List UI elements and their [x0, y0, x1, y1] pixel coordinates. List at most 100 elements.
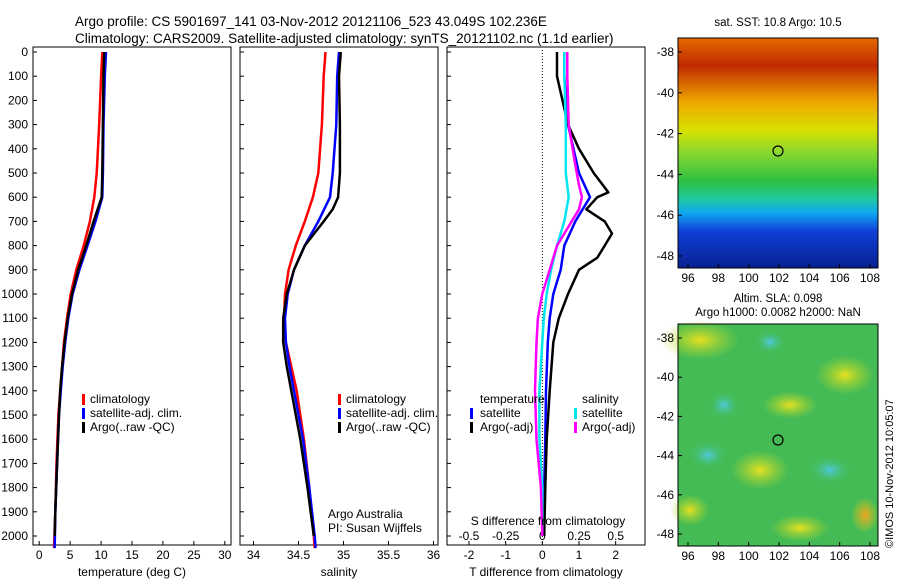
temperature-legend: climatology satellite-adj. clim. Argo(..…	[82, 392, 182, 434]
depth-tick-label: 800	[8, 239, 28, 253]
map-x-tick-label: 100	[739, 549, 759, 563]
x-tick-label: 10	[94, 548, 108, 562]
map-y-tick-label: -42	[657, 127, 675, 141]
depth-tick-label: 1500	[1, 408, 28, 422]
depth-tick-label: 1800	[1, 481, 28, 495]
x-tick-label: 20	[156, 548, 170, 562]
x-tick-label: 0	[36, 548, 43, 562]
sla-map-features	[660, 320, 879, 542]
legend-swatch-climatology	[82, 394, 85, 405]
depth-tick-label: 400	[8, 142, 28, 156]
series-line-climatology	[52, 51, 104, 549]
s-difference-label: S difference from climatology	[471, 514, 626, 528]
legend-swatch-sal-satellite	[574, 408, 577, 419]
sst-map-field	[678, 38, 878, 268]
legend-label-satellite: satellite-adj. clim.	[346, 406, 438, 420]
legend-label-argo: Argo(..raw -QC)	[346, 420, 431, 434]
series-line-argo-raw-qc-	[281, 51, 343, 537]
legend-title-temperature: temperature	[480, 392, 545, 406]
s-tick-label: -0.5	[459, 529, 480, 543]
map-y-tick-label: -48	[657, 527, 675, 541]
x-tick-label: 35.5	[377, 548, 401, 562]
sst-map-title: sat. SST: 10.8 Argo: 10.5	[714, 17, 841, 29]
sst-map-axes: -38 -40 -42 -44 -46 -48 96 98 100 102 104 106 108	[657, 45, 881, 285]
legend-label-argo: Argo(..raw -QC)	[90, 420, 175, 434]
legend-label-climatology: climatology	[346, 392, 406, 406]
map-y-tick-label: -46	[657, 488, 675, 502]
map-y-tick-label: -44	[657, 167, 675, 181]
depth-axis: 0 100 200 300 400 500 600 700 800 900 1000 1100 1200…	[1, 45, 451, 543]
x-tick-label: 0	[539, 548, 546, 562]
argo-float-marker	[772, 145, 784, 157]
map-x-tick-label: 106	[830, 271, 850, 285]
x-tick-label: 2	[612, 548, 619, 562]
depth-tick-label: 1900	[1, 505, 28, 519]
legend-swatch-argo	[338, 422, 341, 433]
sst-map-frame	[677, 37, 879, 269]
argo-australia-note: Argo Australia	[328, 507, 403, 521]
map-x-tick-label: 108	[860, 549, 880, 563]
imos-timestamp: ©IMOS 10-Nov-2012 10:05:07	[884, 399, 896, 548]
map-x-tick-label: 100	[739, 271, 759, 285]
legend-title-salinity: salinity	[582, 392, 619, 406]
sla-map-title-1: Altim. SLA: 0.098	[734, 293, 823, 305]
salinity-legend: climatology satellite-adj. clim. Argo(..…	[328, 392, 438, 535]
legend-swatch-climatology	[338, 394, 341, 405]
map-x-tick-label: 104	[799, 271, 819, 285]
legend-label-sal-argo: Argo(-adj)	[582, 420, 635, 434]
sla-map-title-2: Argo h1000: 0.0082 h2000: NaN	[695, 307, 861, 319]
map-y-tick-label: -40	[657, 86, 675, 100]
x-tick-label: 30	[218, 548, 232, 562]
salinity-panel-frame	[239, 46, 439, 546]
x-tick-label: 35	[337, 548, 351, 562]
depth-tick-label: 1700	[1, 456, 28, 470]
x-tick-label: -1	[500, 548, 511, 562]
legend-swatch-argo	[82, 422, 85, 433]
depth-tick-label: 100	[8, 69, 28, 83]
map-x-tick-label: 96	[681, 271, 695, 285]
s-tick-label: 0.5	[607, 529, 624, 543]
depth-tick-label: 1100	[2, 311, 28, 325]
map-y-tick-label: -46	[657, 208, 675, 222]
temperature-panel-frame	[32, 46, 232, 546]
map-x-tick-label: 108	[860, 271, 880, 285]
map-x-tick-label: 96	[681, 549, 695, 563]
x-tick-label: 34	[247, 548, 261, 562]
x-tick-label: 25	[187, 548, 201, 562]
x-tick-label: 15	[125, 548, 139, 562]
map-y-tick-label: -38	[657, 331, 675, 345]
temperature-xlabel: temperature (deg C)	[78, 565, 186, 579]
legend-label-temp-argo: Argo(-adj)	[480, 420, 533, 434]
depth-tick-label: 1000	[1, 287, 28, 301]
salinity-plot: 34 34.5 35 35.5 36	[247, 51, 440, 562]
legend-label-sal-satellite: satellite	[582, 406, 623, 420]
map-x-tick-label: 102	[769, 271, 789, 285]
s-tick-label: -0.25	[492, 529, 520, 543]
map-y-tick-label: -48	[657, 249, 675, 263]
series-line-satellite-adj-clim-	[283, 51, 341, 549]
series-line-argo-raw-qc-	[53, 51, 106, 537]
map-y-tick-label: -44	[657, 449, 675, 463]
difference-panel-frame	[446, 46, 646, 546]
difference-legend: temperature satellite Argo(-adj) salinit…	[470, 392, 635, 434]
legend-swatch-satellite	[338, 408, 341, 419]
series-line-temperature-argo-adj-	[542, 52, 614, 537]
map-x-tick-label: 98	[712, 549, 726, 563]
depth-tick-label: 700	[8, 214, 28, 228]
depth-tick-label: 200	[8, 93, 28, 107]
temperature-plot: 0 5 10 15 20 25 30	[36, 51, 232, 562]
s-tick-label: 0.25	[567, 529, 591, 543]
x-tick-label: -2	[464, 548, 475, 562]
x-tick-label: 34.5	[287, 548, 311, 562]
depth-tick-label: 1400	[1, 384, 28, 398]
sla-map-axes: -38 -40 -42 -44 -46 -48 96 98 100 102 104 106 108	[657, 331, 881, 563]
series-line-salinity-argo-adj-	[533, 52, 584, 537]
depth-tick-label: 600	[8, 190, 28, 204]
legend-label-climatology: climatology	[90, 392, 150, 406]
difference-plot: -2 -1 0 1 2-0.5 -0.25 0 0.25 0.5	[459, 50, 624, 562]
x-tick-label: 1	[576, 548, 583, 562]
t-difference-xlabel: T difference from climatology	[469, 565, 623, 579]
series-line-salinity-satellite	[538, 52, 570, 536]
